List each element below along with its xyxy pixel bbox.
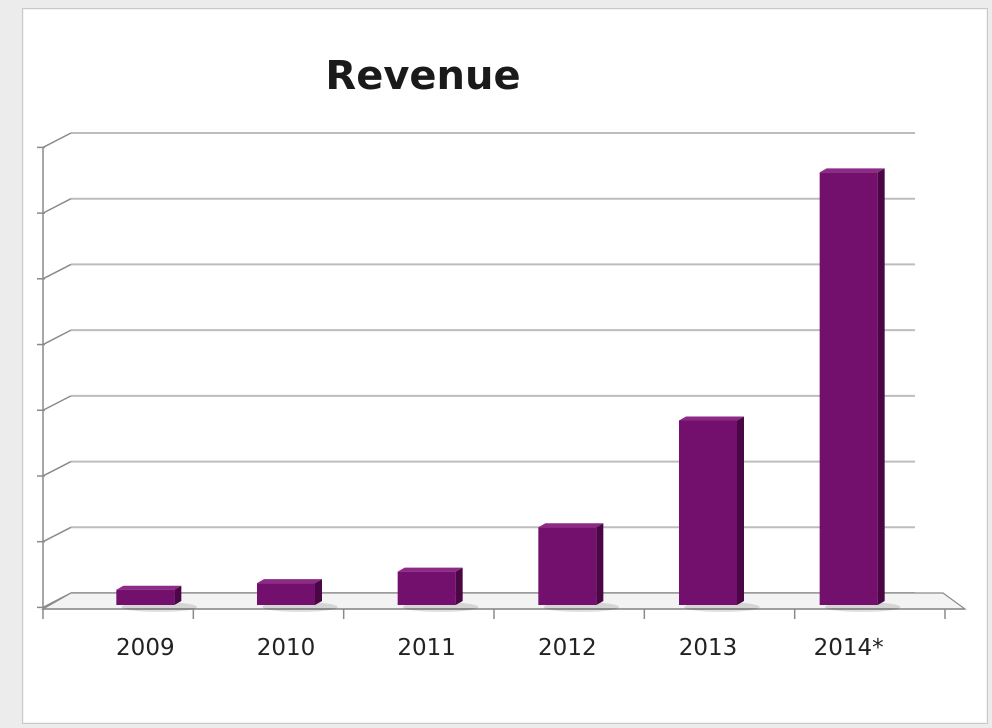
bar-2009: [116, 585, 198, 612]
bar-2013: [679, 416, 760, 612]
bar-top: [257, 579, 322, 584]
bar-side: [877, 168, 885, 605]
bar-front: [116, 589, 175, 605]
bars: [116, 168, 901, 612]
bar-front: [819, 172, 878, 605]
bar-side: [737, 416, 744, 605]
bar-side: [455, 567, 463, 605]
bar-front: [257, 583, 315, 605]
gridline-wall-segment: [42, 329, 72, 346]
x-tick-label: 2012: [538, 635, 597, 661]
bar-top: [538, 523, 604, 528]
x-tick-label: 2013: [679, 635, 738, 661]
x-tick-label: 2010: [257, 635, 316, 661]
bar-top: [679, 416, 744, 421]
bar-front: [538, 527, 597, 605]
chart-panel: 2009 2010 2011 2012 2013 2014* Revenue: [22, 8, 988, 724]
revenue-bar-chart: 2009 2010 2011 2012 2013 2014* Revenue: [37, 53, 967, 661]
x-tick-label: 2009: [116, 635, 175, 661]
bar-2011: [397, 567, 479, 612]
gridline-wall-segment: [42, 526, 72, 543]
x-tick-labels: 2009 2010 2011 2012 2013 2014*: [116, 635, 884, 661]
bar-side: [174, 585, 182, 605]
gridline-wall-segment: [42, 132, 72, 149]
chart-title: Revenue: [325, 53, 520, 99]
bar-2012: [538, 523, 620, 612]
bar-front: [679, 420, 737, 605]
x-tick-label: 2011: [397, 635, 456, 661]
bar-top: [397, 567, 463, 572]
x-tick-label: 2014*: [814, 635, 884, 661]
bar-front: [397, 571, 456, 605]
bar-side: [596, 523, 604, 605]
bar-side: [315, 579, 322, 605]
bar-2014: [819, 168, 901, 612]
bar-top: [819, 168, 885, 173]
gridlines: [42, 132, 915, 609]
gridline-wall-segment: [42, 395, 72, 411]
bar-top: [116, 585, 182, 590]
gridline-wall-segment: [42, 263, 72, 280]
gridline-wall-segment: [42, 198, 72, 214]
gridline-wall-segment: [42, 460, 72, 477]
bar-2010: [257, 579, 338, 612]
